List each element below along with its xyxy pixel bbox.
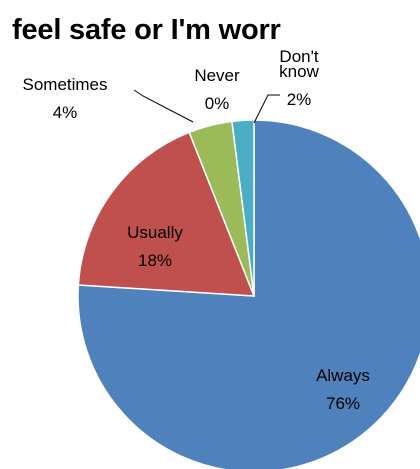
chart-title: feel safe or I'm worr xyxy=(12,14,281,46)
leader-line-don-t-know xyxy=(253,94,280,124)
pie-slice-always xyxy=(77,119,420,469)
slice-label-usually: Usually xyxy=(127,223,183,242)
slice-label-never: Never xyxy=(194,66,240,85)
slice-value-never: 0% xyxy=(205,94,230,113)
slice-label-always: Always xyxy=(316,366,370,385)
slice-value-sometimes: 4% xyxy=(53,103,78,122)
leader-line-sometimes xyxy=(133,89,194,123)
pie-slice-usually xyxy=(77,131,256,297)
slice-value-don-t-know: 2% xyxy=(287,90,312,109)
slice-label-sometimes: Sometimes xyxy=(22,75,107,94)
slice-label-don-t-know: Don't know xyxy=(279,47,319,81)
slice-value-always: 76% xyxy=(326,394,360,413)
slice-value-usually: 18% xyxy=(138,251,172,270)
pie-slice-don-t-know xyxy=(231,119,255,297)
